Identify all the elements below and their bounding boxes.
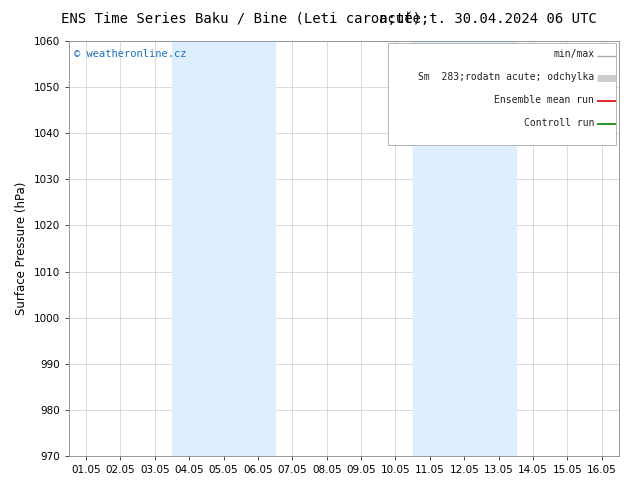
Y-axis label: Surface Pressure (hPa): Surface Pressure (hPa)	[15, 182, 28, 315]
Text: Ensemble mean run: Ensemble mean run	[495, 95, 594, 105]
Text: ENS Time Series Baku / Bine (Leti caron;tě): ENS Time Series Baku / Bine (Leti caron;…	[61, 12, 421, 26]
Text: Ensemble mean run: Ensemble mean run	[495, 95, 594, 105]
Bar	[413, 41, 516, 456]
Text: min/max: min/max	[553, 49, 594, 59]
Text: Sm  283;rodatn acute; odchylka: Sm 283;rodatn acute; odchylka	[418, 72, 594, 82]
Text: © weatheronline.cz: © weatheronline.cz	[74, 49, 187, 59]
FancyBboxPatch shape	[388, 43, 616, 145]
Text: min/max: min/max	[553, 49, 594, 59]
Bar	[172, 41, 275, 456]
Text: Sm  283;rodatn acute; odchylka: Sm 283;rodatn acute; odchylka	[418, 72, 594, 82]
Text: acute;t. 30.04.2024 06 UTC: acute;t. 30.04.2024 06 UTC	[379, 12, 597, 26]
Text: Controll run: Controll run	[524, 118, 594, 128]
Text: Controll run: Controll run	[524, 118, 594, 128]
